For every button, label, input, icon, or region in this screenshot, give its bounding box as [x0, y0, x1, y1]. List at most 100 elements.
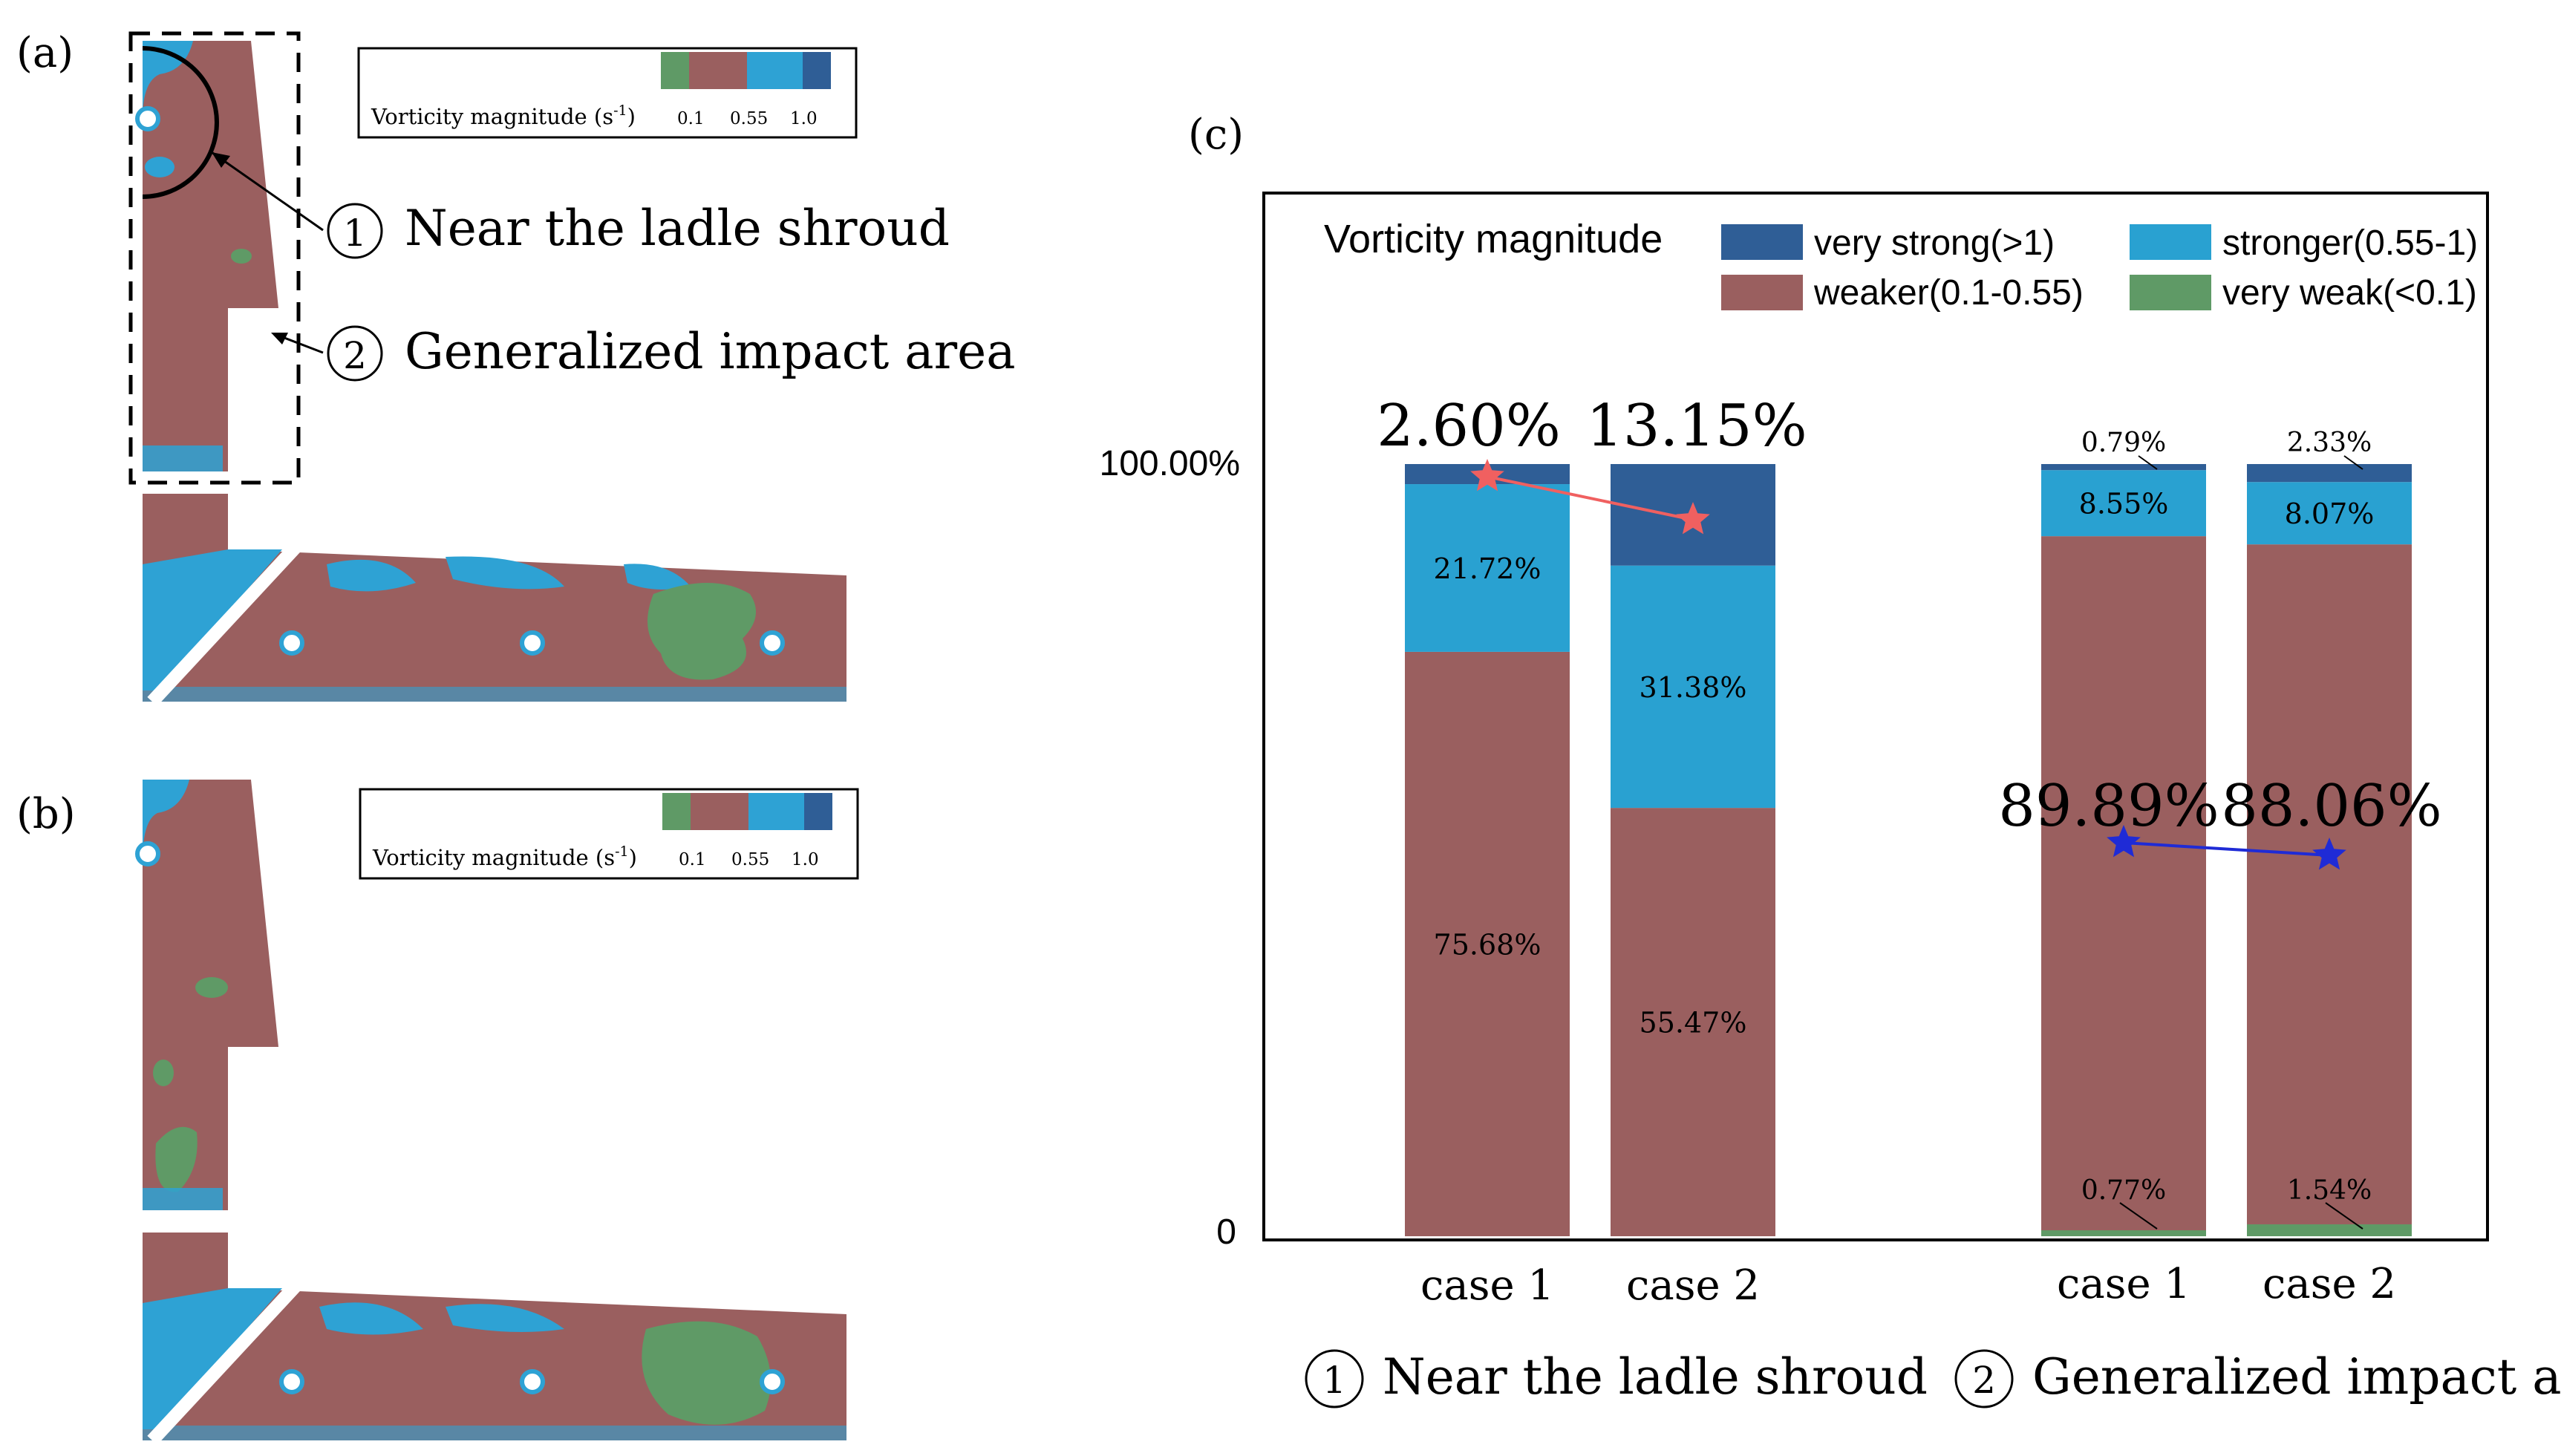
panel-b-label: (b) [16, 790, 76, 838]
weak-vortex-patch [155, 1126, 198, 1192]
legend-swatch-weaker [689, 52, 747, 89]
legend-swatch-very-strong [1721, 224, 1803, 260]
weak-vortex-patch [642, 1321, 771, 1425]
legend-swatch-very-weak [2130, 275, 2211, 310]
vortex-patch [143, 445, 223, 471]
data-label: 55.47% [1640, 1007, 1747, 1039]
trend-line-very-strong [1487, 475, 1694, 521]
category-label: case 2 [2263, 1260, 2396, 1308]
data-label: 31.38% [1640, 671, 1747, 704]
chart-legend-title: Vorticity magnitude [1324, 217, 1663, 261]
label-leader [2325, 1202, 2363, 1230]
panel-c: (c) Vorticity magnitude very strong(>1) … [1100, 111, 2561, 1408]
data-label-highlight: 89.89% [1998, 773, 2219, 840]
arrowhead-icon [212, 152, 230, 168]
label-leader [2343, 455, 2363, 470]
weak-vortex-patch [647, 583, 756, 680]
vortex-patch [143, 1288, 282, 1429]
data-label: 8.07% [2285, 497, 2375, 530]
bar-segment-weaker [2247, 544, 2412, 1224]
annotation-1-circle [327, 203, 383, 259]
panel-b: (b) Vorticity magnitude (s-1) 0.1 0.55 1… [16, 780, 859, 1446]
data-label: 21.72% [1434, 552, 1542, 585]
group-1-circle [1305, 1349, 1364, 1408]
legend-tick-label: 0.1 [679, 850, 706, 869]
panel-c-label: (c) [1188, 111, 1244, 159]
annotation-2-number: 2 [343, 334, 367, 377]
shroud-outlet-circle [135, 841, 160, 866]
vortex-patch [446, 556, 564, 590]
legend-tick-label: 0.55 [730, 109, 768, 128]
annotation-1-label: Near the ladle shroud [405, 200, 950, 257]
data-label: 75.68% [1434, 928, 1542, 961]
vortex-patch [446, 1304, 564, 1332]
inlet-hole [760, 1369, 785, 1394]
inlet-hole [279, 1369, 304, 1394]
vortex-patch [143, 1426, 846, 1440]
category-label: case 2 [1626, 1261, 1760, 1310]
annotation-2-circle [327, 325, 383, 382]
legend-label-weaker: weaker(0.1-0.55) [1813, 273, 2084, 313]
bar-segment-very-strong [2041, 464, 2206, 471]
legend-tick-label: 0.1 [677, 109, 705, 128]
data-label: 0.79% [2081, 428, 2166, 458]
weak-vortex-patch [195, 977, 228, 998]
legend-tick-label: 1.0 [790, 109, 818, 128]
bar-segment-stronger [1611, 565, 1775, 809]
legend-tick-label: 1.0 [792, 850, 819, 869]
legend-swatch-very-strong [804, 793, 832, 830]
data-label-highlight: 13.15% [1586, 393, 1807, 460]
legend-tick-label: 0.55 [731, 850, 769, 869]
annotation-2-label: Generalized impact area [405, 323, 1016, 380]
star-marker [1470, 459, 1504, 492]
bar-segment-stronger [2247, 482, 2412, 545]
panel-b-legend-title: Vorticity magnitude (s-1) [372, 843, 637, 870]
legend-swatch-stronger [2130, 224, 2211, 260]
panel-a-legend-title: Vorticity magnitude (s-1) [371, 102, 636, 129]
label-leader [2119, 1202, 2158, 1230]
group-2-title: Generalized impact area [2032, 1348, 2561, 1406]
inlet-hole [520, 1369, 545, 1394]
category-label: case 1 [1420, 1261, 1554, 1310]
vortex-patch [145, 157, 174, 177]
weak-vortex-patch [153, 1060, 174, 1086]
group-2-circle [1954, 1349, 2014, 1408]
legend-swatch-very-weak [662, 793, 691, 830]
data-label: 0.77% [2081, 1175, 2166, 1206]
panel-a-label: (a) [16, 29, 74, 77]
group-2-number: 2 [1972, 1359, 1996, 1402]
trend-line-weaker [2123, 841, 2330, 857]
bar-segment-weaker [2041, 536, 2206, 1230]
shroud-outlet-circle [135, 106, 160, 131]
vortex-patch [624, 564, 691, 590]
shroud-region-field [143, 41, 278, 471]
weak-vortex-patch [231, 249, 252, 264]
bar-layer [1405, 464, 2412, 1236]
annotation-1-number: 1 [343, 212, 367, 255]
label-leader [2138, 455, 2158, 470]
vortex-patch [319, 1302, 423, 1335]
trend-line-layer [1470, 459, 2346, 870]
bar-segment-very-weak [2247, 1224, 2412, 1236]
inlet-hole [760, 630, 785, 656]
near-shroud-arc [142, 46, 219, 199]
legend-swatch-weaker [1721, 275, 1803, 310]
bar-segment-stronger [2041, 470, 2206, 537]
category-label: case 1 [2057, 1260, 2190, 1308]
vortex-patch [143, 780, 189, 861]
legend-label-very-weak: very weak(<0.1) [2222, 273, 2477, 313]
legend-label-stronger: stronger(0.55-1) [2222, 223, 2478, 263]
data-label: 1.54% [2287, 1175, 2372, 1206]
legend-swatch-weaker [691, 793, 748, 830]
bar-segment-very-weak [2041, 1230, 2206, 1236]
bar-segment-very-strong [2247, 464, 2412, 483]
vortex-patch [143, 687, 846, 702]
annotation-1-leader [211, 151, 324, 232]
baffle-gap [147, 1279, 302, 1446]
bar-segment-weaker [1405, 651, 1570, 1236]
panel-a: (a) Vorticity magnitude (s-1) 0.1 0.55 1… [16, 29, 1016, 707]
region-dashed-box [128, 31, 301, 485]
vortex-patch [143, 549, 282, 691]
vortex-patch [327, 559, 416, 592]
